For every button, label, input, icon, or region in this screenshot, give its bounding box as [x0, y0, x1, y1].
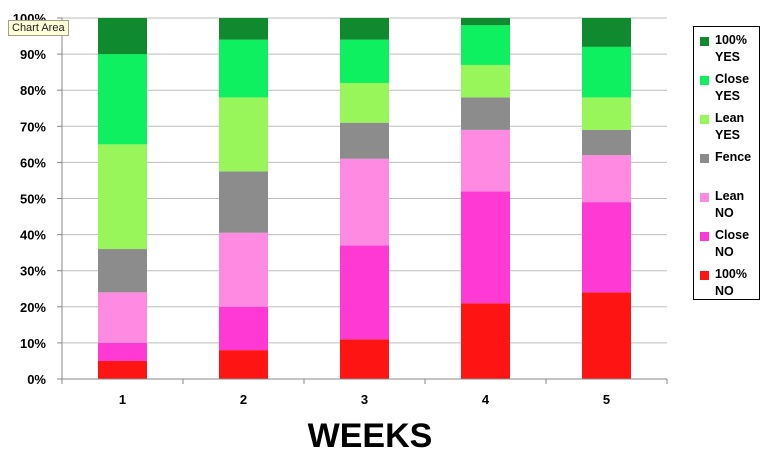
bar-segment	[219, 18, 268, 40]
axes	[57, 17, 668, 384]
bar-segment	[98, 249, 147, 293]
legend-item: Close YES	[700, 71, 749, 105]
y-tick-label: 80%	[20, 83, 46, 98]
bar-segment	[340, 82, 389, 123]
x-axis-title: WEEKS	[308, 417, 433, 455]
bar-segment	[340, 39, 389, 83]
legend-swatch	[700, 232, 709, 241]
legend-label: Fence	[715, 150, 752, 164]
legend-swatch	[700, 193, 709, 202]
bar-segment	[219, 97, 268, 172]
y-tick-label: 70%	[20, 119, 46, 134]
legend-item: 100% NO	[700, 266, 747, 300]
bar-segment	[98, 54, 147, 145]
bar-segment	[219, 171, 268, 233]
legend-item: Close NO	[700, 227, 749, 261]
bar-segment	[98, 18, 147, 55]
bar-segment	[219, 350, 268, 379]
bar-segment	[219, 39, 268, 98]
legend-item: 100% YES	[700, 32, 747, 66]
legend-swatch	[700, 115, 709, 124]
legend: 100% YES Close YES Lean YES Fence Lean NO Clo…	[693, 26, 760, 300]
legend-label: 100% NO	[715, 267, 747, 298]
bar-segment	[98, 360, 147, 379]
bar-segment	[461, 18, 510, 26]
bar-segment	[461, 64, 510, 98]
legend-label: Lean YES	[715, 111, 745, 142]
y-tick-label: 50%	[20, 192, 46, 207]
bar-segment	[340, 122, 389, 159]
x-tick-label: 5	[603, 392, 610, 407]
legend-swatch	[700, 271, 709, 280]
y-tick-label: 30%	[20, 264, 46, 279]
bar-segment	[340, 18, 389, 40]
x-tick-labels: 1 2 3 4 5	[119, 392, 610, 407]
bar-segment	[582, 155, 631, 203]
legend-item: Lean YES	[700, 110, 744, 144]
legend-item: Fence	[700, 149, 751, 166]
bar-segment	[98, 292, 147, 343]
y-tick-label: 10%	[20, 336, 46, 351]
bar-segment	[582, 202, 631, 293]
legend-label: 100% YES	[715, 33, 747, 64]
bar-segment	[582, 46, 631, 98]
bars	[98, 18, 631, 379]
bar-segment	[340, 245, 389, 340]
legend-swatch	[700, 154, 709, 163]
x-tick-label: 2	[240, 392, 247, 407]
y-tick-label: 60%	[20, 155, 46, 170]
bar-segment	[461, 191, 510, 304]
x-tick-label: 4	[482, 392, 490, 407]
bar-segment	[461, 129, 510, 192]
legend-swatch	[700, 37, 709, 46]
bar-segment	[461, 25, 510, 65]
y-tick-label: 40%	[20, 228, 46, 243]
x-tick-label: 3	[361, 392, 368, 407]
bar-segment	[219, 306, 268, 351]
x-tick-label: 1	[119, 392, 126, 407]
bar-segment	[461, 97, 510, 130]
chart-area-tooltip: Chart Area	[8, 20, 69, 36]
bar-segment	[340, 339, 389, 379]
bar-segment	[98, 144, 147, 250]
bar-segment	[219, 232, 268, 307]
bar-segment	[582, 292, 631, 379]
y-tick-labels: 0%10%20%30%40%50%60%70%80%90%100%	[13, 11, 47, 387]
legend-label: Close NO	[715, 228, 750, 259]
legend-label: Lean NO	[715, 189, 745, 220]
bar-segment	[340, 158, 389, 246]
legend-item: Lean NO	[700, 188, 744, 222]
bar-segment	[461, 303, 510, 379]
y-tick-label: 90%	[20, 47, 46, 62]
bar-segment	[582, 129, 631, 156]
y-tick-label: 0%	[27, 372, 46, 387]
bar-segment	[98, 342, 147, 361]
legend-label: Close YES	[715, 72, 750, 103]
bar-segment	[582, 97, 631, 130]
legend-swatch	[700, 76, 709, 85]
bar-segment	[582, 18, 631, 47]
y-tick-label: 20%	[20, 300, 46, 315]
